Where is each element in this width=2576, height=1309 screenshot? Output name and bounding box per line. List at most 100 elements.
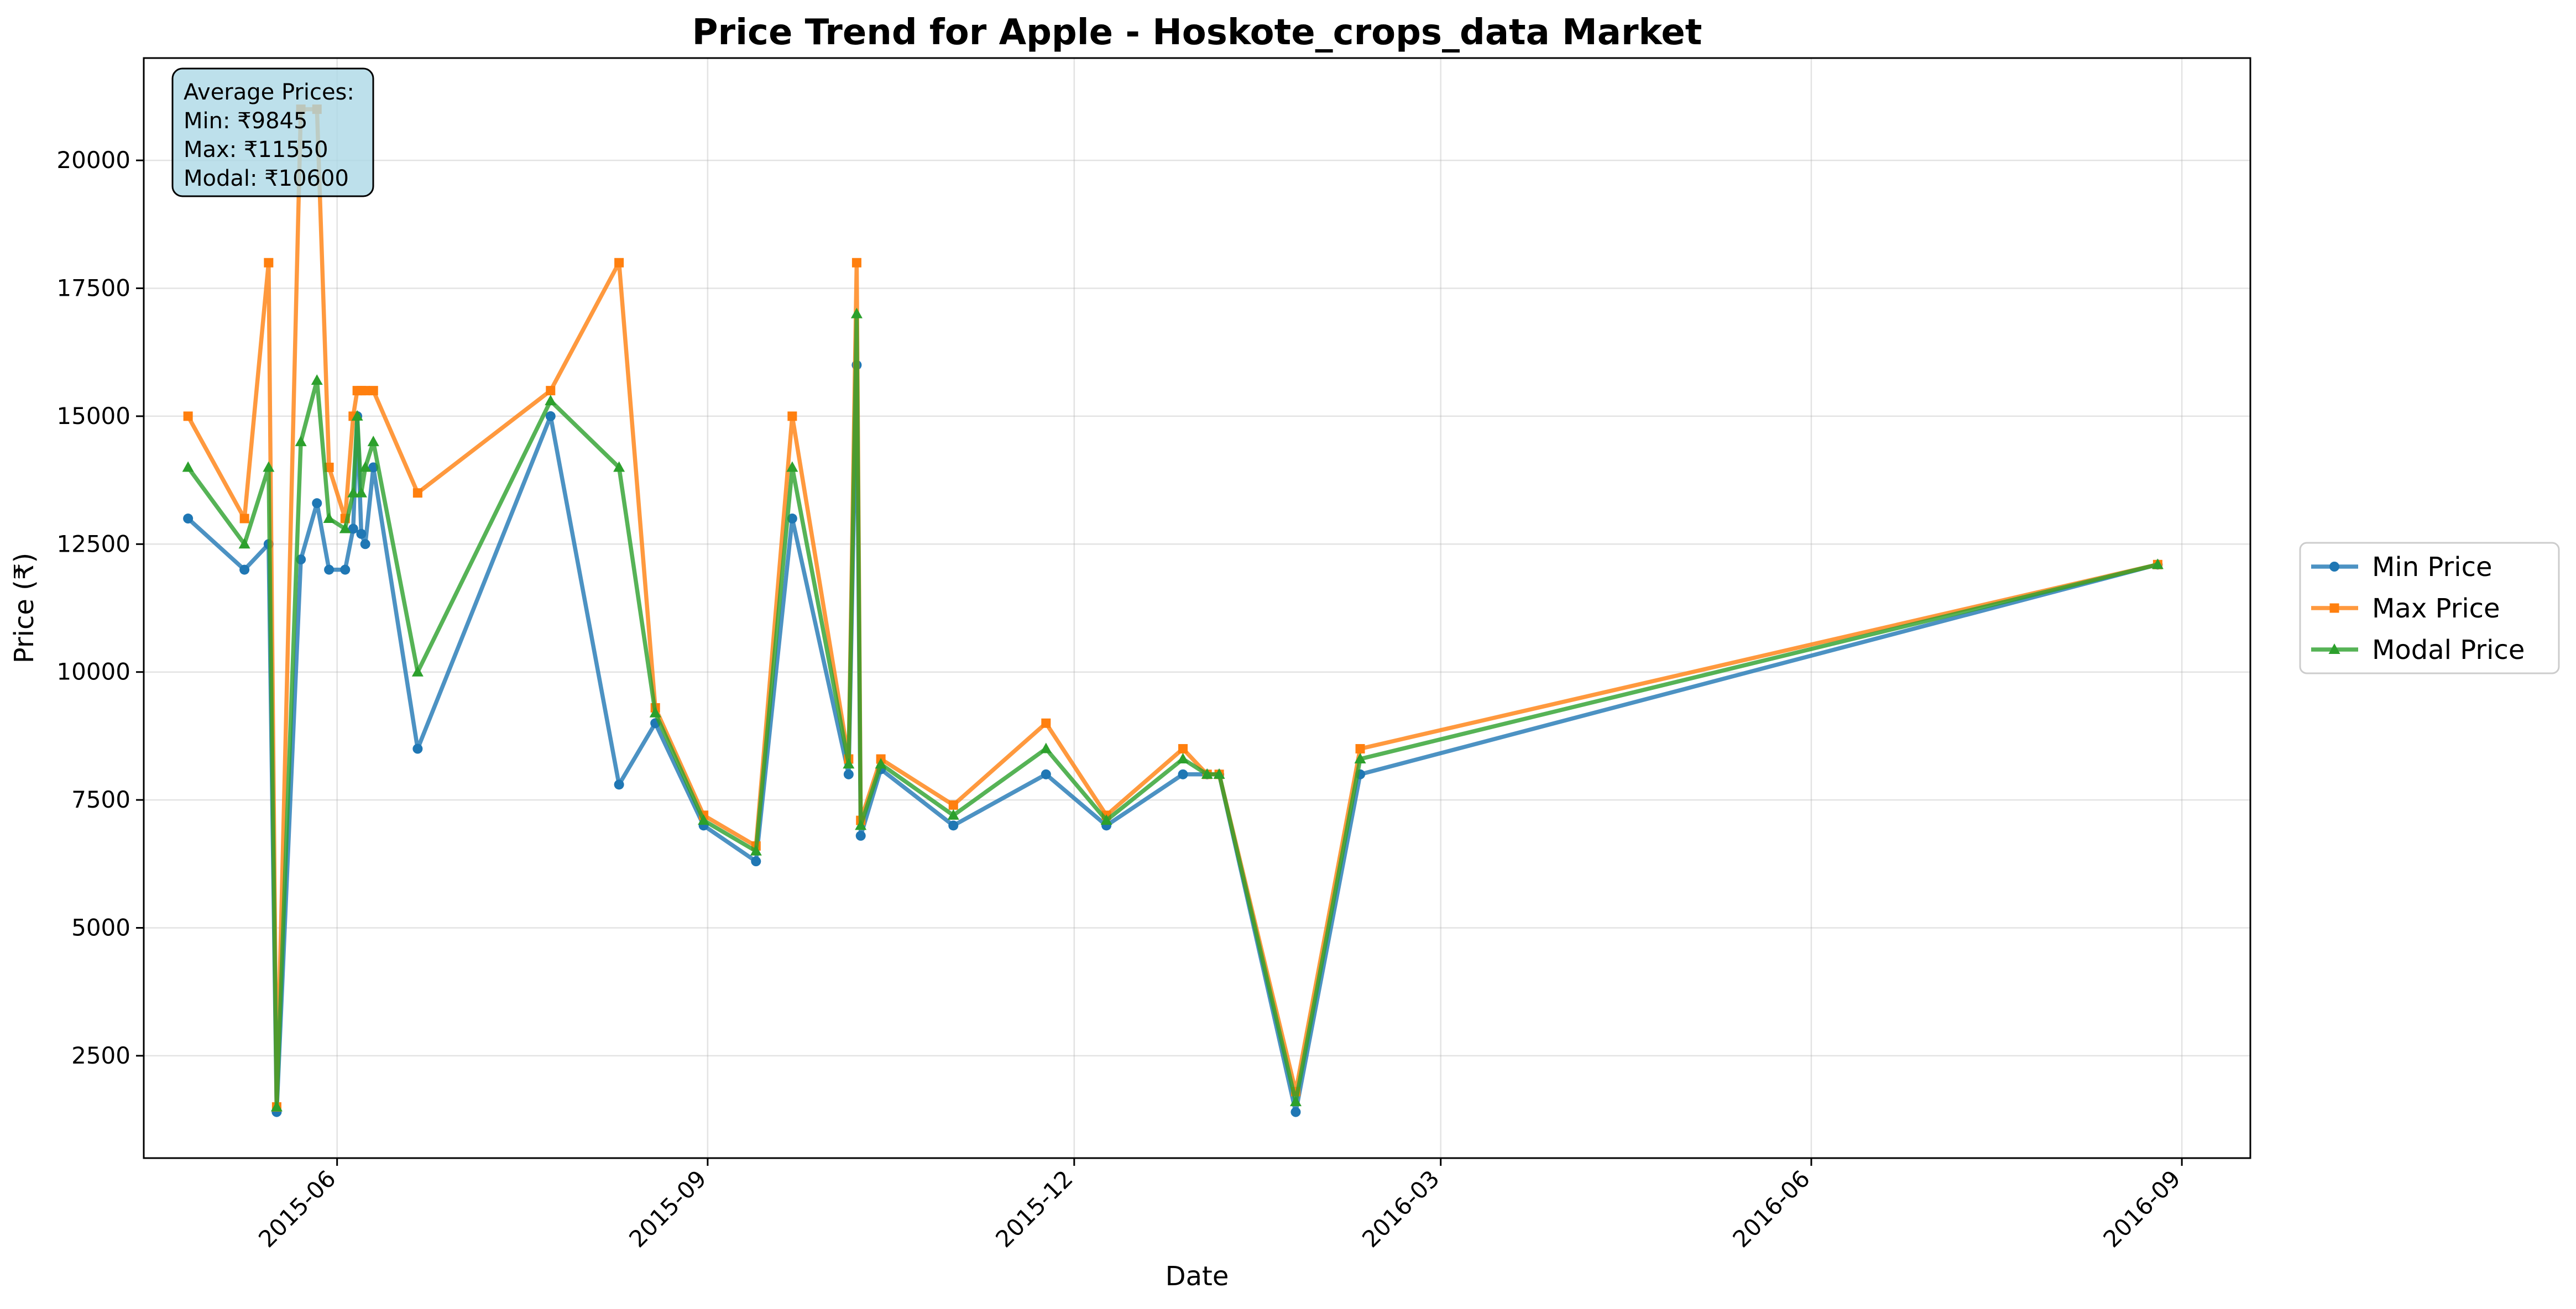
plot-area-frame [143, 57, 2251, 1159]
data-point-modal-price [311, 374, 323, 385]
data-point-modal-price [367, 436, 379, 447]
y-tick-label: 2500 [71, 1042, 130, 1069]
data-point-min-price [340, 564, 351, 575]
stats-box-background [171, 67, 374, 197]
data-point-min-price [239, 564, 250, 575]
data-point-modal-price [270, 1101, 283, 1112]
data-point-min-price [360, 539, 370, 549]
data-point-min-price [412, 743, 423, 754]
data-point-modal-price [263, 461, 275, 472]
legend-item-max-price: Max Price [2311, 593, 2500, 624]
data-point-max-price [264, 258, 274, 268]
data-point-modal-price [855, 819, 867, 830]
data-point-modal-price [238, 538, 250, 549]
data-point-max-price [614, 258, 624, 268]
data-point-modal-price [1177, 753, 1189, 764]
data-point-modal-price [786, 461, 798, 472]
data-point-max-price [183, 411, 193, 421]
series-layer [182, 104, 2164, 1117]
data-point-modal-price [850, 307, 863, 318]
data-point-max-price [1041, 718, 1051, 728]
y-axis-ticks: 2500 5000 7500 10000 12500 15000 17500 20000 [56, 146, 144, 1069]
data-point-modal-price [295, 436, 307, 447]
data-point-modal-price [1201, 768, 1213, 779]
y-tick-label: 10000 [56, 658, 130, 685]
y-tick-label: 5000 [71, 914, 130, 941]
data-point-modal-price [182, 461, 194, 472]
data-point-min-price [545, 411, 556, 421]
data-point-modal-price [843, 758, 855, 769]
data-point-min-price [843, 769, 854, 779]
data-point-modal-price [347, 486, 359, 498]
data-point-modal-price [359, 461, 372, 472]
stats-box-modal: Modal: ₹10600 [184, 166, 349, 191]
data-point-min-price [787, 514, 797, 524]
data-point-modal-price [947, 809, 959, 820]
data-point-modal-price [339, 522, 351, 533]
data-point-max-price [851, 258, 861, 268]
data-point-modal-price [750, 845, 762, 856]
data-point-min-price [183, 514, 194, 524]
data-point-modal-price [649, 706, 661, 718]
data-point-min-price [324, 564, 335, 575]
chart-title: Price Trend for Apple - Hoskote_crops_da… [692, 12, 1702, 53]
data-point-modal-price [545, 395, 557, 406]
legend-marker [2328, 643, 2340, 654]
legend-item-min-price: Min Price [2311, 552, 2493, 583]
data-point-min-price [1041, 769, 1051, 779]
legend-box [2299, 542, 2560, 674]
data-point-min-price [614, 779, 624, 790]
data-point-min-price [855, 830, 866, 841]
data-point-modal-price [698, 814, 710, 825]
data-point-modal-price [875, 758, 887, 769]
stats-box-max: Max: ₹11550 [184, 137, 328, 163]
y-tick-label: 17500 [56, 275, 130, 302]
data-point-min-price [1178, 769, 1188, 779]
data-point-modal-price [1213, 768, 1225, 779]
data-point-modal-price [1100, 814, 1112, 825]
data-point-modal-price [323, 512, 335, 523]
legend-label: Min Price [2372, 552, 2493, 583]
legend-marker [2329, 603, 2339, 613]
stats-box-min: Min: ₹9845 [184, 108, 307, 134]
y-tick-label: 12500 [56, 530, 130, 557]
y-axis-label: Price (₹) [9, 553, 40, 663]
data-point-max-price [239, 514, 249, 523]
legend: Min Price Max Price Modal Price [2299, 542, 2560, 674]
y-tick-label: 15000 [56, 402, 130, 430]
data-point-max-price [1178, 744, 1188, 754]
legend-item-modal-price: Modal Price [2311, 635, 2525, 666]
data-point-min-price [356, 528, 367, 539]
x-axis-label: Date [1166, 1261, 1229, 1292]
data-point-modal-price [613, 461, 625, 472]
stats-box: Average Prices: Min: ₹9845 Max: ₹11550 M… [171, 67, 374, 197]
data-point-modal-price [355, 486, 367, 498]
data-point-min-price [312, 498, 322, 509]
data-point-max-price [412, 488, 422, 498]
data-point-modal-price [1354, 753, 1366, 764]
data-point-modal-price [2151, 558, 2164, 569]
data-point-modal-price [1289, 1096, 1302, 1107]
data-point-max-price [546, 386, 556, 396]
y-tick-label: 7500 [71, 786, 130, 813]
legend-label: Max Price [2372, 593, 2500, 624]
data-point-min-price [1290, 1107, 1301, 1117]
y-tick-label: 20000 [56, 146, 130, 174]
stats-box-heading: Average Prices: [184, 80, 354, 105]
data-point-modal-price [351, 410, 363, 421]
data-point-min-price [348, 523, 358, 534]
series-modal-price [182, 307, 2164, 1112]
data-point-modal-price [411, 666, 424, 677]
data-point-max-price [787, 411, 797, 421]
data-point-max-price [948, 800, 958, 810]
legend-marker [2329, 562, 2339, 572]
data-point-modal-price [1040, 742, 1052, 753]
data-point-max-price [368, 386, 378, 396]
data-point-max-price [360, 386, 370, 396]
data-point-min-price [751, 856, 761, 867]
legend-label: Modal Price [2372, 635, 2525, 666]
data-point-max-price [1355, 744, 1365, 754]
data-point-min-price [948, 820, 959, 831]
